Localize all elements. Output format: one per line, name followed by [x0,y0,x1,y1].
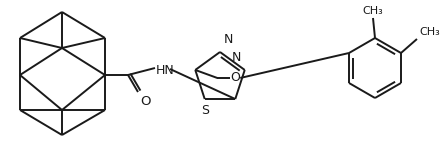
Text: S: S [201,104,209,117]
Text: CH₃: CH₃ [419,27,440,37]
Text: N: N [231,51,241,64]
Text: CH₃: CH₃ [363,6,384,16]
Text: HN: HN [156,64,175,76]
Text: O: O [140,95,150,108]
Text: O: O [230,72,240,84]
Text: N: N [224,33,233,46]
